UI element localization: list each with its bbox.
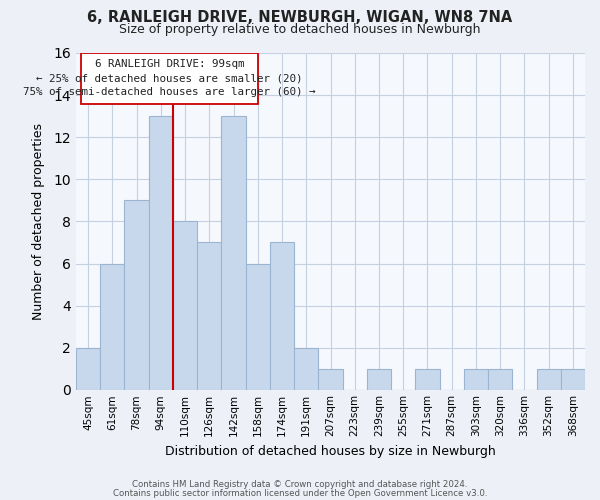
X-axis label: Distribution of detached houses by size in Newburgh: Distribution of detached houses by size … [165,444,496,458]
Bar [561,369,585,390]
Text: 6 RANLEIGH DRIVE: 99sqm
← 25% of detached houses are smaller (20)
75% of semi-de: 6 RANLEIGH DRIVE: 99sqm ← 25% of detache… [23,60,316,98]
Bar [415,369,440,390]
Bar [149,116,173,390]
Text: Contains public sector information licensed under the Open Government Licence v3: Contains public sector information licen… [113,488,487,498]
Bar [319,369,343,390]
Text: Size of property relative to detached houses in Newburgh: Size of property relative to detached ho… [119,22,481,36]
Text: Contains HM Land Registry data © Crown copyright and database right 2024.: Contains HM Land Registry data © Crown c… [132,480,468,489]
Bar [221,116,245,390]
Bar [464,369,488,390]
Bar [367,369,391,390]
Text: 6, RANLEIGH DRIVE, NEWBURGH, WIGAN, WN8 7NA: 6, RANLEIGH DRIVE, NEWBURGH, WIGAN, WN8 … [88,10,512,25]
Bar [81,53,258,104]
Bar [124,200,149,390]
Bar [173,222,197,390]
Bar [100,264,124,390]
Bar [294,348,319,390]
Bar [245,264,270,390]
Bar [197,242,221,390]
Bar [488,369,512,390]
Bar [270,242,294,390]
Bar [76,348,100,390]
Y-axis label: Number of detached properties: Number of detached properties [32,123,45,320]
Bar [536,369,561,390]
